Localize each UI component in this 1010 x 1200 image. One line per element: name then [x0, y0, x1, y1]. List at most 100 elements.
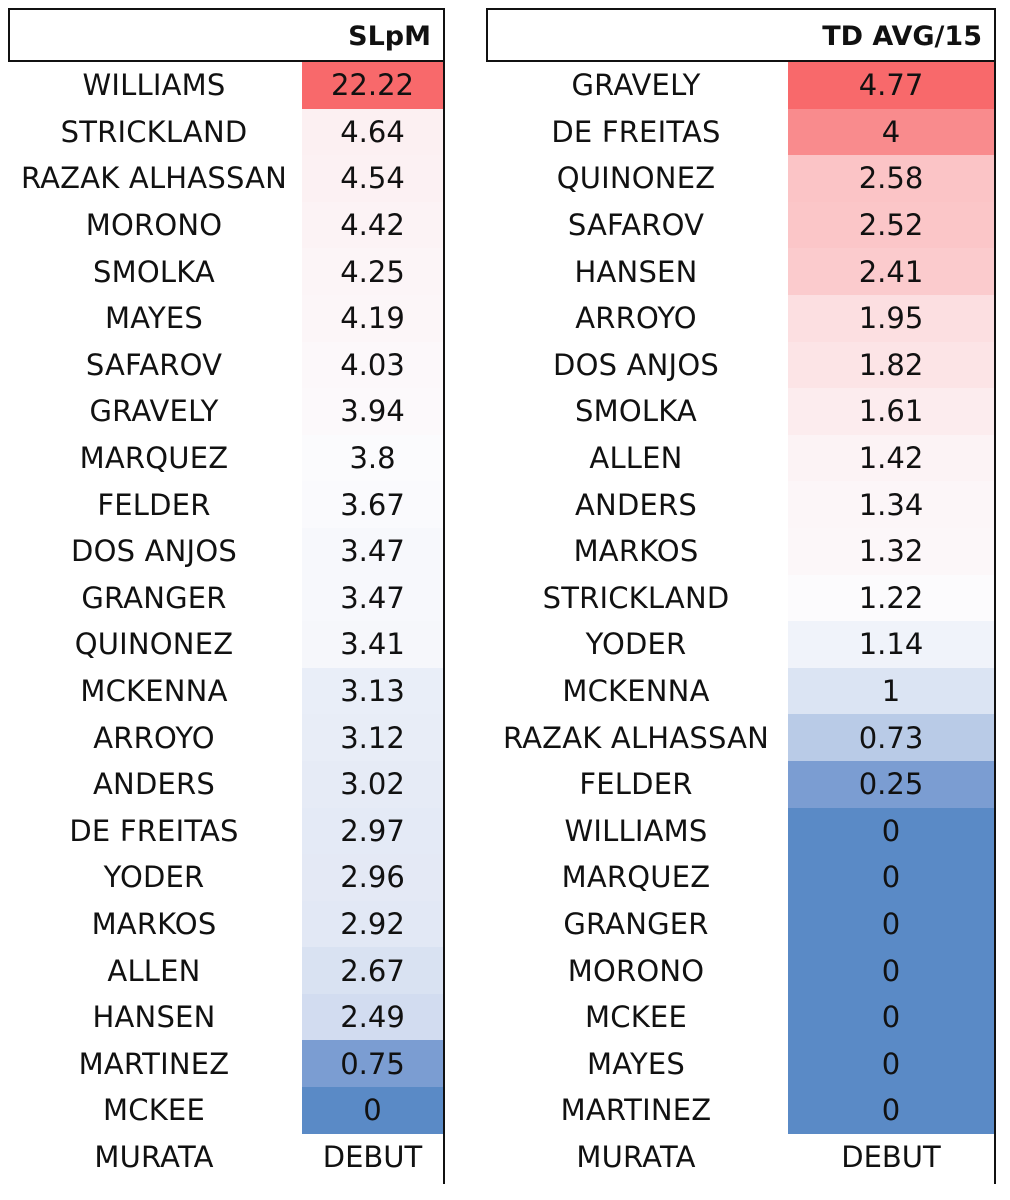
td-avg-value-cell: 0 [788, 1087, 994, 1134]
slpm-fighter-name: DE FREITAS [69, 813, 239, 848]
slpm-rows: WILLIAMS 22.22 STRICKLAND 4.64 RAZAK ALHASSA… [8, 62, 445, 1181]
slpm-value-cell: 3.13 [302, 667, 443, 715]
slpm-fighter-name: ANDERS [93, 767, 215, 802]
slpm-row: GRAVELY 3.94 [8, 388, 445, 435]
td-avg-fighter-name: DE FREITAS [551, 114, 721, 149]
slpm-fighter-name: YODER [103, 860, 205, 895]
td-avg-value-cell: 0 [788, 947, 994, 994]
slpm-value-cell: 4.54 [302, 155, 443, 202]
slpm-fighter-name: MARKOS [91, 906, 217, 941]
slpm-row: HANSEN 2.49 [8, 993, 445, 1041]
slpm-row: RAZAK ALHASSAN 4.54 [8, 155, 445, 202]
slpm-fighter-name: MAYES [104, 301, 204, 336]
td-avg-row: HANSEN 2.41 [486, 248, 996, 295]
slpm-fighter-name: MORONO [85, 208, 223, 243]
td-avg-value-cell: 0 [788, 1040, 994, 1088]
td-avg-value-cell: 1.22 [788, 574, 994, 622]
slpm-value-cell: 3.47 [302, 574, 443, 622]
slpm-value-cell: 2.92 [302, 900, 443, 948]
td-avg-fighter-name: HANSEN [574, 254, 698, 289]
td-avg-fighter-name: SMOLKA [575, 394, 697, 429]
slpm-right-border [443, 8, 445, 1184]
td-avg-row: DE FREITAS 4 [486, 108, 996, 156]
slpm-value-cell: 3.94 [302, 388, 443, 435]
slpm-value-cell: 2.67 [302, 947, 443, 994]
slpm-value-cell: 0 [302, 1087, 443, 1134]
slpm-fighter-name: MCKEE [103, 1093, 205, 1128]
td-avg-fighter-name: MAYES [586, 1046, 686, 1081]
td-avg-row: SAFAROV 2.52 [486, 201, 996, 249]
td-avg-value-cell: 0 [788, 807, 994, 855]
slpm-value-cell: 4.64 [302, 108, 443, 156]
slpm-value-cell: 4.42 [302, 201, 443, 249]
slpm-value-cell: 3.02 [302, 760, 443, 808]
td-avg-value-cell: 1.42 [788, 434, 994, 482]
slpm-fighter-name: RAZAK ALHASSAN [20, 161, 288, 196]
td-avg-fighter-name: YODER [585, 627, 687, 662]
td-avg-right-border [994, 8, 996, 1184]
td-avg-value-cell: 1 [788, 667, 994, 715]
slpm-row: STRICKLAND 4.64 [8, 108, 445, 156]
slpm-value-cell: 0.75 [302, 1040, 443, 1088]
td-avg-fighter-name: MARKOS [573, 534, 699, 569]
td-avg-row: GRANGER 0 [486, 900, 996, 948]
slpm-row: SMOLKA 4.25 [8, 248, 445, 295]
td-avg-row: MORONO 0 [486, 947, 996, 994]
td-avg-value-cell: 0 [788, 993, 994, 1041]
slpm-value-cell: 2.96 [302, 854, 443, 901]
slpm-fighter-name: GRANGER [81, 580, 227, 615]
td-avg-value-cell: 0 [788, 854, 994, 901]
td-avg-value-cell: 1.34 [788, 481, 994, 528]
slpm-fighter-name: MARQUEZ [79, 441, 229, 476]
slpm-row: DOS ANJOS 3.47 [8, 527, 445, 575]
td-avg-row: MARTINEZ 0 [486, 1087, 996, 1134]
td-avg-fighter-name: STRICKLAND [542, 580, 730, 615]
slpm-fighter-name: FELDER [97, 487, 211, 522]
slpm-row: ARROYO 3.12 [8, 714, 445, 761]
slpm-row: MURATA DEBUT [8, 1133, 445, 1181]
td-avg-fighter-name: SAFAROV [567, 208, 705, 243]
td-avg-header-label: TD AVG/15 [822, 21, 982, 52]
td-avg-fighter-name: MARQUEZ [561, 860, 711, 895]
td-avg-fighter-name: MURATA [576, 1139, 696, 1174]
slpm-header: SLpM [8, 8, 445, 62]
td-avg-value-cell: 1.14 [788, 621, 994, 668]
td-avg-row: MURATA DEBUT [486, 1133, 996, 1181]
slpm-fighter-name: MARTINEZ [78, 1046, 230, 1081]
td-avg-value-cell: 1.82 [788, 341, 994, 389]
td-avg-row: GRAVELY 4.77 [486, 62, 996, 109]
slpm-fighter-name: ALLEN [107, 953, 201, 988]
slpm-value-cell: DEBUT [302, 1133, 443, 1181]
slpm-value-cell: 22.22 [302, 62, 443, 109]
td-avg-fighter-name: FELDER [579, 767, 693, 802]
td-avg-value-cell: 0.25 [788, 760, 994, 808]
slpm-row: WILLIAMS 22.22 [8, 62, 445, 109]
slpm-row: GRANGER 3.47 [8, 574, 445, 622]
slpm-row: ALLEN 2.67 [8, 947, 445, 994]
slpm-fighter-name: DOS ANJOS [71, 534, 237, 569]
slpm-row: SAFAROV 4.03 [8, 341, 445, 389]
td-avg-value-cell: 4 [788, 108, 994, 156]
td-avg-fighter-name: QUINONEZ [556, 161, 716, 196]
td-avg-table: TD AVG/15 GRAVELY 4.77 DE FREITAS 4 QUINONEZ… [486, 8, 996, 1184]
slpm-value-cell: 2.49 [302, 993, 443, 1041]
td-avg-fighter-name: RAZAK ALHASSAN [502, 720, 770, 755]
td-avg-row: MCKENNA 1 [486, 667, 996, 715]
td-avg-fighter-name: MCKEE [585, 1000, 687, 1035]
slpm-fighter-name: GRAVELY [89, 394, 219, 429]
td-avg-row: DOS ANJOS 1.82 [486, 341, 996, 389]
slpm-row: MCKENNA 3.13 [8, 667, 445, 715]
slpm-fighter-name: HANSEN [92, 1000, 216, 1035]
slpm-value-cell: 4.25 [302, 248, 443, 295]
td-avg-value-cell: DEBUT [788, 1133, 994, 1181]
td-avg-row: MCKEE 0 [486, 993, 996, 1041]
slpm-row: QUINONEZ 3.41 [8, 621, 445, 668]
td-avg-value-cell: 1.32 [788, 527, 994, 575]
td-avg-fighter-name: MORONO [567, 953, 705, 988]
slpm-value-cell: 4.19 [302, 294, 443, 342]
td-avg-row: FELDER 0.25 [486, 760, 996, 808]
td-avg-row: RAZAK ALHASSAN 0.73 [486, 714, 996, 761]
td-avg-fighter-name: ANDERS [575, 487, 697, 522]
td-avg-row: ARROYO 1.95 [486, 294, 996, 342]
slpm-fighter-name: SAFAROV [85, 347, 223, 382]
